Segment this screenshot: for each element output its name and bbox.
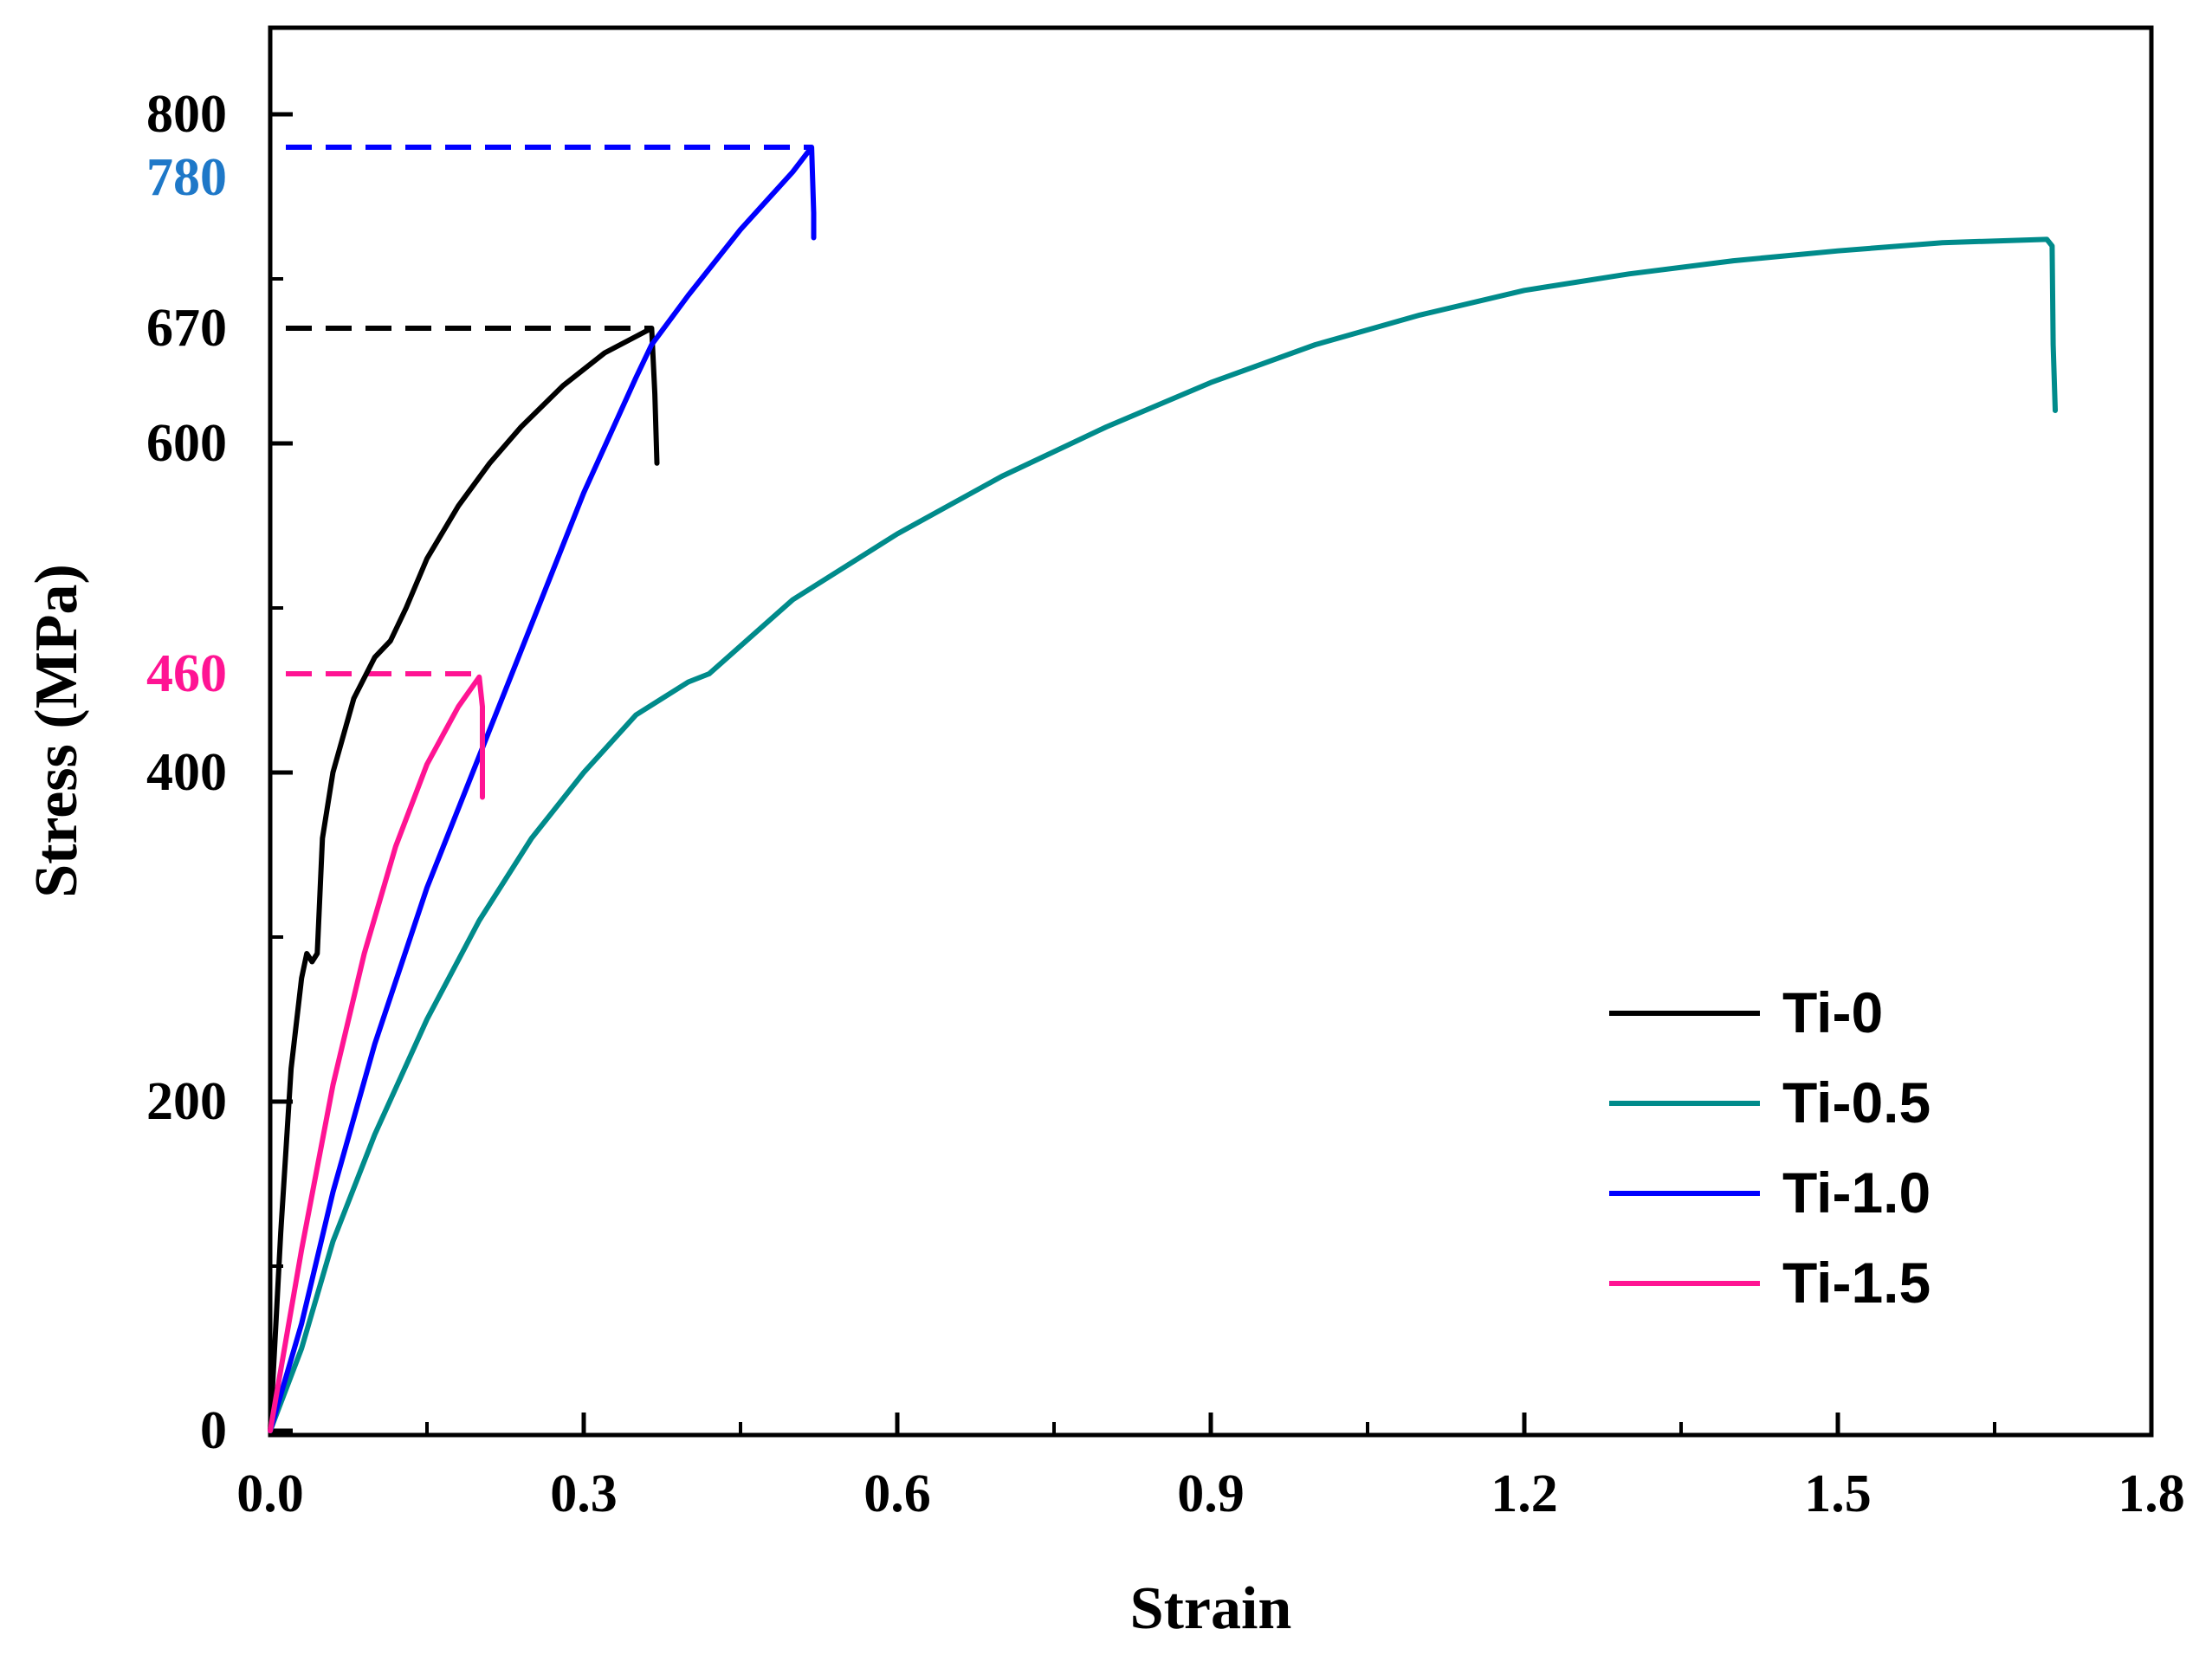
- legend-label: Ti-1.0: [1782, 1160, 1931, 1225]
- x-tick-label: 0.0: [236, 1464, 304, 1523]
- x-axis-title: Strain: [1130, 1575, 1292, 1642]
- y-axis-title: Stress (MPa): [23, 564, 90, 898]
- x-tick-label: 0.9: [1177, 1464, 1245, 1523]
- reference-label-670: 670: [146, 299, 227, 358]
- y-tick-label: 0: [200, 1401, 227, 1460]
- series-line-ti-1-5: [268, 674, 485, 1433]
- ticks-layer: 0.0 0.3 0.6 0.9 1.2 1.5 1.8 0 200 400 600 800: [146, 85, 2185, 1523]
- x-tick-label: 1.5: [1804, 1464, 1872, 1523]
- legend: Ti-0 Ti-0.5 Ti-1.0 Ti-1.5: [1609, 980, 1931, 1315]
- y-tick-label: 800: [146, 85, 227, 144]
- x-tick-label: 0.6: [863, 1464, 931, 1523]
- series-layer: [268, 145, 2058, 1433]
- legend-label: Ti-1.5: [1782, 1251, 1931, 1315]
- legend-label: Ti-0.5: [1782, 1070, 1931, 1135]
- legend-label: Ti-0: [1782, 980, 1883, 1044]
- series-line-ti-0-5: [268, 236, 2058, 1433]
- x-tick-label: 1.2: [1491, 1464, 1558, 1523]
- series-line-ti-1-0: [268, 145, 817, 1433]
- x-tick-label: 1.8: [2118, 1464, 2185, 1523]
- series-line-ti-0: [268, 326, 660, 1433]
- reference-label-460: 460: [146, 644, 227, 703]
- y-tick-label: 400: [146, 743, 227, 802]
- x-tick-label: 0.3: [550, 1464, 618, 1523]
- reference-lines-layer: 780 670 460: [146, 145, 812, 703]
- reference-label-780: 780: [146, 148, 227, 207]
- y-tick-label: 200: [146, 1072, 227, 1131]
- y-tick-label: 600: [146, 414, 227, 473]
